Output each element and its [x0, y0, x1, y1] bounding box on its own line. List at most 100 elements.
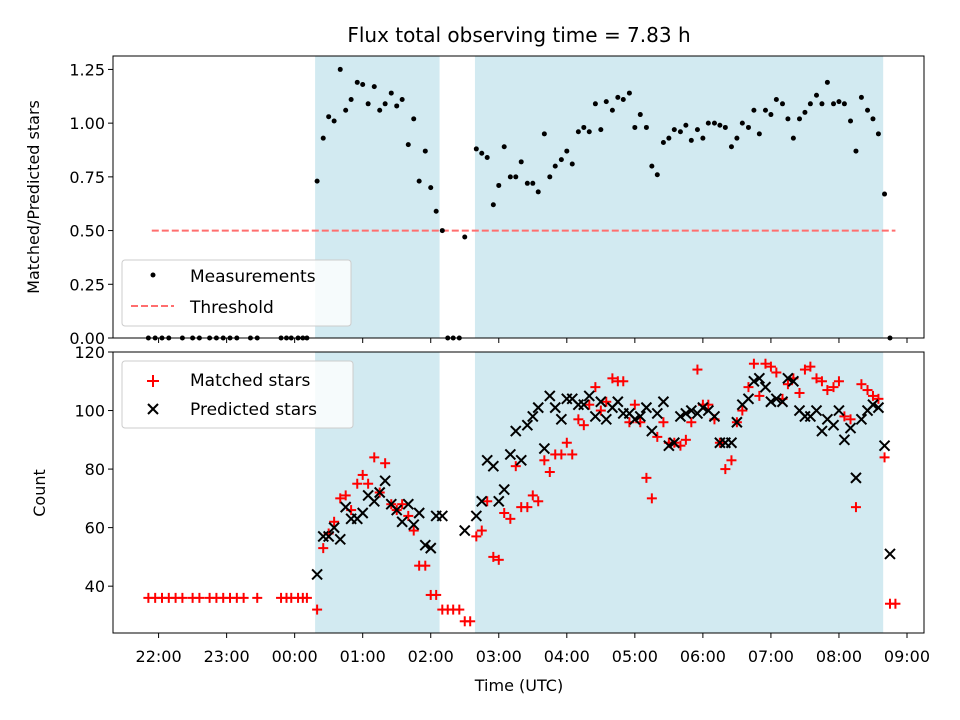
matched-star-point [238, 592, 249, 603]
x-tick-label: 04:00 [544, 647, 590, 666]
matched-star-point [482, 496, 493, 507]
matched-star-point [578, 420, 589, 431]
chart-title: Flux total observing time = 7.83 h [347, 23, 690, 47]
predicted-star-point [685, 404, 698, 417]
measurement-point [762, 107, 768, 113]
measurement-point [632, 124, 638, 130]
predicted-star-stroke-b [373, 486, 386, 499]
matched-star-point [510, 461, 521, 472]
predicted-star-point [339, 501, 352, 513]
predicted-star-stroke-b [844, 422, 857, 434]
measurement-point [739, 120, 745, 126]
matched-star-point [765, 361, 776, 372]
measurement-point [433, 208, 439, 214]
predicted-star-point [555, 413, 568, 426]
matched-star-point [454, 604, 465, 615]
predicted-star-stroke-b [510, 425, 522, 437]
predicted-star-stroke-b [379, 475, 391, 487]
predicted-star-point [629, 413, 641, 426]
predicted-star-stroke-b [566, 393, 578, 405]
measurement-point [671, 127, 677, 133]
bottom-chart-marks [143, 358, 901, 627]
measurement-point [853, 148, 859, 154]
predicted-star-stroke-b [504, 448, 517, 461]
bottom-y-axis-label: Count [30, 469, 49, 517]
measurement-point [660, 139, 666, 145]
measurement-point [807, 101, 813, 107]
predicted-star-stroke-b [793, 404, 806, 417]
predicted-star-stroke-b [702, 404, 715, 417]
predicted-star-point [402, 498, 414, 510]
measurement-point [462, 234, 468, 240]
measurement-point [756, 131, 762, 137]
predicted-star-point [708, 410, 721, 423]
predicted-star-stroke-b [623, 407, 636, 420]
matched-star-point [862, 385, 873, 396]
matched-star-point [726, 455, 737, 466]
matched-star-point [833, 376, 844, 387]
measurements-legend-marker [150, 272, 156, 278]
matched-star-point [471, 531, 482, 542]
matched-legend-marker [147, 375, 159, 387]
predicted-star-point [476, 495, 488, 507]
predicted-star-point [356, 507, 369, 519]
matched-star-point [561, 437, 572, 448]
predicted-star-stroke-b [697, 401, 709, 414]
measurement-point [649, 163, 655, 169]
matched-star-point [363, 478, 374, 489]
measurement-point [314, 178, 320, 184]
predicted-star-stroke-b [334, 533, 346, 546]
matched-star-point [584, 399, 595, 410]
predicted-star-point [884, 548, 896, 560]
top-legend-box [121, 259, 352, 327]
measurement-point [337, 66, 343, 72]
matched-star-point [493, 554, 504, 565]
measurement-point [768, 112, 774, 118]
measurement-point [348, 97, 354, 103]
measurement-point [882, 191, 888, 197]
predicted-star-point [759, 381, 772, 393]
predicted-star-point [544, 390, 556, 402]
matched-star-point [743, 382, 754, 393]
legend-matched-label: Matched stars [190, 371, 310, 391]
predicted-star-stroke-b [668, 437, 681, 449]
predicted-star-point [782, 372, 794, 385]
bottom-legend-box [121, 360, 354, 429]
measurement-point [524, 180, 530, 186]
matched-star-point [488, 551, 499, 562]
measurement-point [865, 107, 871, 113]
matched-star-point [629, 399, 640, 410]
predicted-star-point [674, 410, 687, 423]
predicted-star-stroke-b [816, 425, 828, 437]
predicted-star-point [668, 437, 681, 449]
matched-star-point [590, 382, 601, 393]
measurement-point [728, 144, 734, 150]
predicted-star-point [742, 393, 755, 405]
measurement-point [365, 101, 371, 107]
x-tick-label: 06:00 [680, 647, 726, 666]
matched-star-point [873, 393, 884, 404]
predicted-star-point [311, 568, 323, 581]
predicted-star-point [810, 404, 823, 417]
matched-star-point [816, 376, 827, 387]
predicted-star-point [657, 396, 670, 408]
matched-star-point [658, 417, 669, 428]
top-x-ticks [158, 338, 908, 343]
matched-star-point [720, 464, 731, 475]
predicted-star-point [413, 507, 425, 519]
matched-star-point [499, 507, 510, 518]
matched-star-point [573, 414, 584, 425]
matched-star-point [335, 493, 346, 504]
measurement-point [615, 94, 621, 100]
predicted-star-stroke-b [538, 442, 551, 455]
matched-star-point [312, 604, 323, 615]
predicted-star-stroke-b [322, 530, 335, 543]
predicted-star-point [459, 524, 471, 537]
predicted-star-stroke-b [487, 460, 500, 472]
measurement-point [858, 94, 864, 100]
x-tick-label: 05:00 [612, 647, 658, 666]
measurement-point [592, 101, 598, 107]
predicted-star-stroke-b [827, 419, 840, 431]
measurement-point [479, 150, 485, 156]
y-tick-label: 120 [74, 343, 105, 362]
